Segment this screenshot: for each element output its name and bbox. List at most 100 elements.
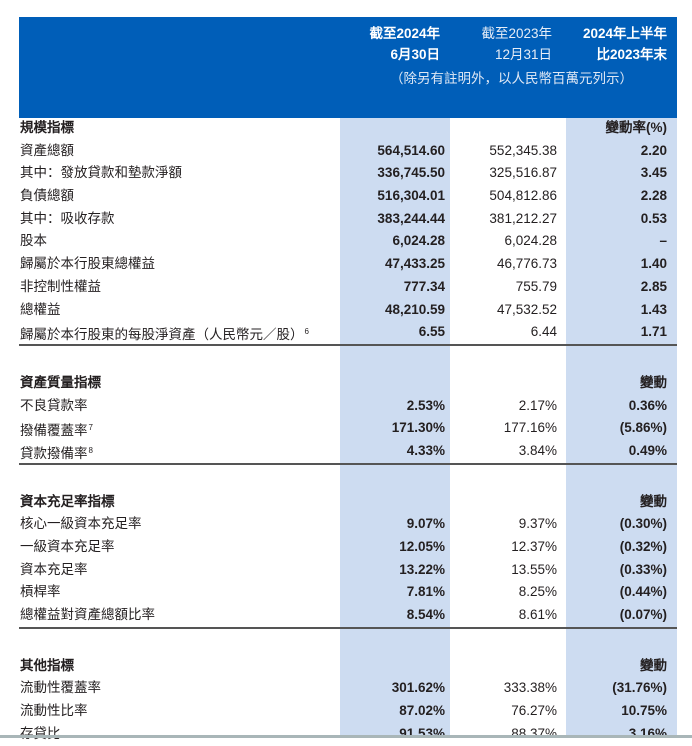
table-row: 槓桿率 7.81% 8.25% (0.44%): [19, 581, 677, 604]
value-2023-12-31: 8.61%: [518, 607, 557, 623]
value-2023-12-31: 552,345.38: [489, 142, 557, 158]
section-header: 其他指標 變動: [19, 655, 677, 678]
change-column-label: 變動: [640, 374, 667, 390]
footnote-ref: 8: [88, 445, 93, 455]
row-label-text: 一級資本充足率: [20, 539, 115, 554]
value-2023-12-31: 381,212.27: [489, 210, 557, 226]
table-row: 負債總額 516,304.01 504,812.86 2.28: [19, 185, 677, 208]
value-2024-06-30: 336,745.50: [377, 165, 445, 181]
value-2023-12-31: 2.17%: [518, 397, 557, 413]
row-label-text: 流動性比率: [20, 703, 88, 719]
page-bottom-border: [0, 735, 692, 738]
row-label-text: 核心一級資本充足率: [20, 516, 142, 532]
header-col-prior: 截至2023年 12月31日: [481, 23, 552, 65]
row-label: 貸款撥備率8: [20, 440, 93, 466]
value-2023-12-31: 6.44: [530, 324, 557, 340]
header-col-current-line2: 6月30日: [390, 47, 440, 62]
row-label-text: 歸屬於本行股東總權益: [20, 256, 155, 272]
value-2024-06-30: 48,210.59: [384, 301, 445, 317]
value-change: (0.44%): [619, 584, 667, 600]
row-label-text: 資產總額: [20, 142, 74, 158]
row-label-text: 資本充足率: [20, 561, 88, 577]
footnote-ref: 6: [304, 327, 309, 337]
value-change: 10.75%: [621, 703, 667, 719]
section-divider: [19, 462, 677, 465]
unit-note: （除另有註明外，以人民幣百萬元列示）: [390, 71, 633, 86]
value-2023-12-31: 177.16%: [503, 420, 557, 436]
change-column-label: 變動: [640, 657, 667, 673]
value-2024-06-30: 383,244.44: [377, 210, 445, 226]
row-label: 總權益: [20, 299, 61, 322]
value-2024-06-30: 301.62%: [391, 680, 445, 696]
value-2023-12-31: 13.55%: [511, 561, 557, 577]
value-2023-12-31: 9.37%: [518, 516, 557, 532]
table-row: 資本充足率 13.22% 13.55% (0.33%): [19, 559, 677, 582]
row-label: 不良貸款率: [20, 395, 88, 418]
value-change: (5.86%): [619, 420, 667, 436]
table-row: 流動性比率 87.02% 76.27% 10.75%: [19, 700, 677, 723]
header-col-prior-line2: 12月31日: [494, 47, 552, 62]
section-spacer: [19, 346, 677, 372]
table-header: 截至2024年 6月30日 截至2023年 12月31日 2024年上半年 比2…: [19, 17, 677, 118]
row-label: 資產總額: [20, 140, 74, 163]
row-label-text: 存貸比: [20, 725, 61, 741]
row-label-text: 股本: [20, 233, 47, 249]
section-header: 資產質量指標 變動: [19, 372, 677, 395]
value-2023-12-31: 6,024.28: [504, 233, 557, 249]
value-change: 1.71: [640, 324, 667, 340]
value-change: (0.07%): [619, 607, 667, 623]
row-label-text: 負債總額: [20, 188, 74, 204]
row-label-text: 歸屬於本行股東的每股淨資產（人民幣元／股）: [20, 327, 304, 343]
row-label-text: 貸款撥備率: [20, 445, 88, 461]
table-row: 不良貸款率 2.53% 2.17% 0.36%: [19, 395, 677, 418]
header-col-change: 2024年上半年 比2023年末: [583, 23, 667, 65]
row-label-text: 總權益: [20, 301, 61, 317]
row-label: 歸屬於本行股東的每股淨資產（人民幣元／股）6: [20, 321, 309, 347]
change-column-label: 變動: [640, 493, 667, 509]
section-header: 規模指標 變動率(%): [19, 117, 677, 140]
row-label: 非控制性權益: [20, 276, 101, 299]
value-2023-12-31: 12.37%: [511, 539, 557, 554]
header-col-prior-line1: 截至2023年: [481, 26, 552, 41]
table-row: 其中：吸收存款 383,244.44 381,212.27 0.53: [19, 208, 677, 231]
row-label-text: 非控制性權益: [20, 278, 101, 294]
section-header: 資本充足率指標 變動: [19, 491, 677, 514]
value-2024-06-30: 516,304.01: [377, 188, 445, 204]
row-label-text: 總權益對資產總額比率: [20, 607, 155, 623]
table-row: 其中：發放貸款和墊款淨額 336,745.50 325,516.87 3.45: [19, 162, 677, 185]
row-label: 總權益對資產總額比率: [20, 604, 155, 627]
value-change: 2.20: [640, 142, 667, 158]
value-change: 0.53: [640, 210, 667, 226]
value-2024-06-30: 13.22%: [399, 561, 445, 577]
value-change: 2.85: [640, 278, 667, 294]
table-row: 總權益 48,210.59 47,532.52 1.43: [19, 299, 677, 322]
table-row: 股本 6,024.28 6,024.28 –: [19, 230, 677, 253]
row-label: 一級資本充足率: [20, 536, 115, 559]
row-label-text: 其中：吸收存款: [20, 210, 115, 226]
value-2024-06-30: 87.02%: [399, 703, 445, 719]
value-2023-12-31: 504,812.86: [489, 188, 557, 204]
row-label: 其中：吸收存款: [20, 208, 115, 231]
value-2024-06-30: 171.30%: [391, 420, 445, 436]
value-change: (31.76%): [612, 680, 667, 696]
value-2023-12-31: 76.27%: [511, 703, 557, 719]
header-col-change-line2: 比2023年末: [596, 47, 667, 62]
value-2024-06-30: 7.81%: [406, 584, 445, 600]
value-2024-06-30: 8.54%: [406, 607, 445, 623]
section-title: 資產質量指標: [20, 374, 101, 390]
section-title: 規模指標: [20, 120, 74, 135]
row-label: 負債總額: [20, 185, 74, 208]
table-row: 歸屬於本行股東總權益 47,433.25 46,776.73 1.40: [19, 253, 677, 276]
table-row: 核心一級資本充足率 9.07% 9.37% (0.30%): [19, 513, 677, 536]
row-label: 槓桿率: [20, 581, 61, 604]
change-column-label: 變動率(%): [605, 120, 668, 135]
table-row: 資產總額 564,514.60 552,345.38 2.20: [19, 140, 677, 163]
value-2024-06-30: 2.53%: [406, 397, 445, 413]
value-2024-06-30: 47,433.25: [384, 256, 445, 272]
row-label-text: 不良貸款率: [20, 397, 88, 413]
table-row: 總權益對資產總額比率 8.54% 8.61% (0.07%): [19, 604, 677, 627]
value-2024-06-30: 12.05%: [399, 539, 445, 554]
value-change: 0.36%: [628, 397, 667, 413]
section-title: 資本充足率指標: [20, 493, 115, 509]
header-col-current-line1: 截至2024年: [369, 26, 440, 41]
